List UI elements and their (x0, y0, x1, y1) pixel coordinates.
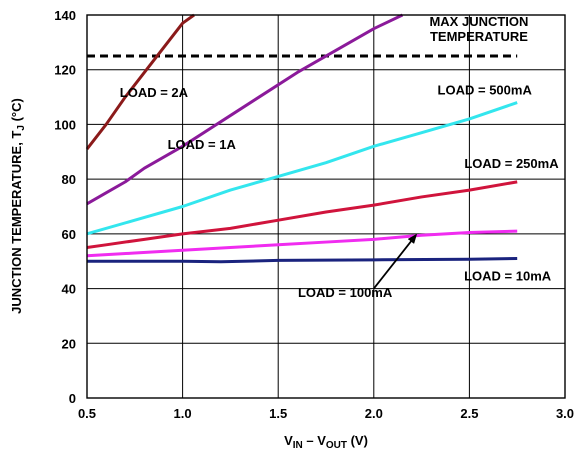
x-tick-label: 1.5 (269, 406, 287, 421)
y-tick-label: 120 (54, 63, 76, 78)
x-tick-label: 2.5 (460, 406, 478, 421)
x-tick-label: 1.0 (174, 406, 192, 421)
x-axis-label-subscript-out: OUT (326, 440, 347, 451)
y-tick-label: 140 (54, 8, 76, 23)
y-tick-label: 80 (62, 172, 76, 187)
y-axis-label: JUNCTION TEMPERATURE, TJ (°C) (9, 98, 27, 314)
y-axis-ticks: 0 20 40 60 80 100 120 140 (54, 8, 76, 406)
x-axis-label: VIN – VOUT (V) (284, 433, 368, 451)
max-junction-temperature-label-line: TEMPERATURE (430, 29, 528, 44)
max-junction-temperature-label: MAX JUNCTION TEMPERATURE (429, 14, 528, 44)
annotation-load-1a: LOAD = 1A (168, 137, 237, 152)
y-tick-label: 0 (69, 391, 76, 406)
y-tick-label: 60 (62, 227, 76, 242)
x-axis-label-unit: (V) (347, 433, 368, 448)
annotation-load-10ma: LOAD = 10mA (464, 268, 552, 283)
max-junction-temperature-label-line: MAX JUNCTION (429, 14, 528, 29)
x-axis-label-main: V (284, 433, 293, 448)
x-axis-ticks: 0.5 1.0 1.5 2.0 2.5 3.0 (78, 406, 574, 421)
y-tick-label: 100 (54, 117, 76, 132)
y-axis-label-unit: (°C) (9, 98, 24, 125)
x-tick-label: 3.0 (556, 406, 574, 421)
x-tick-label: 0.5 (78, 406, 96, 421)
x-tick-label: 2.0 (365, 406, 383, 421)
x-axis-label-subscript-in: IN (293, 440, 303, 451)
x-axis-label-middle: – V (303, 433, 326, 448)
y-tick-label: 20 (62, 336, 76, 351)
annotation-load-100ma: LOAD = 100mA (298, 285, 393, 300)
plot-background (87, 15, 565, 398)
annotation-load-2a: LOAD = 2A (120, 85, 189, 100)
annotation-load-500ma: LOAD = 500mA (438, 82, 533, 97)
y-tick-label: 40 (62, 282, 76, 297)
annotation-load-250ma: LOAD = 250mA (464, 156, 559, 171)
y-axis-label-main: JUNCTION TEMPERATURE, T (9, 131, 24, 314)
